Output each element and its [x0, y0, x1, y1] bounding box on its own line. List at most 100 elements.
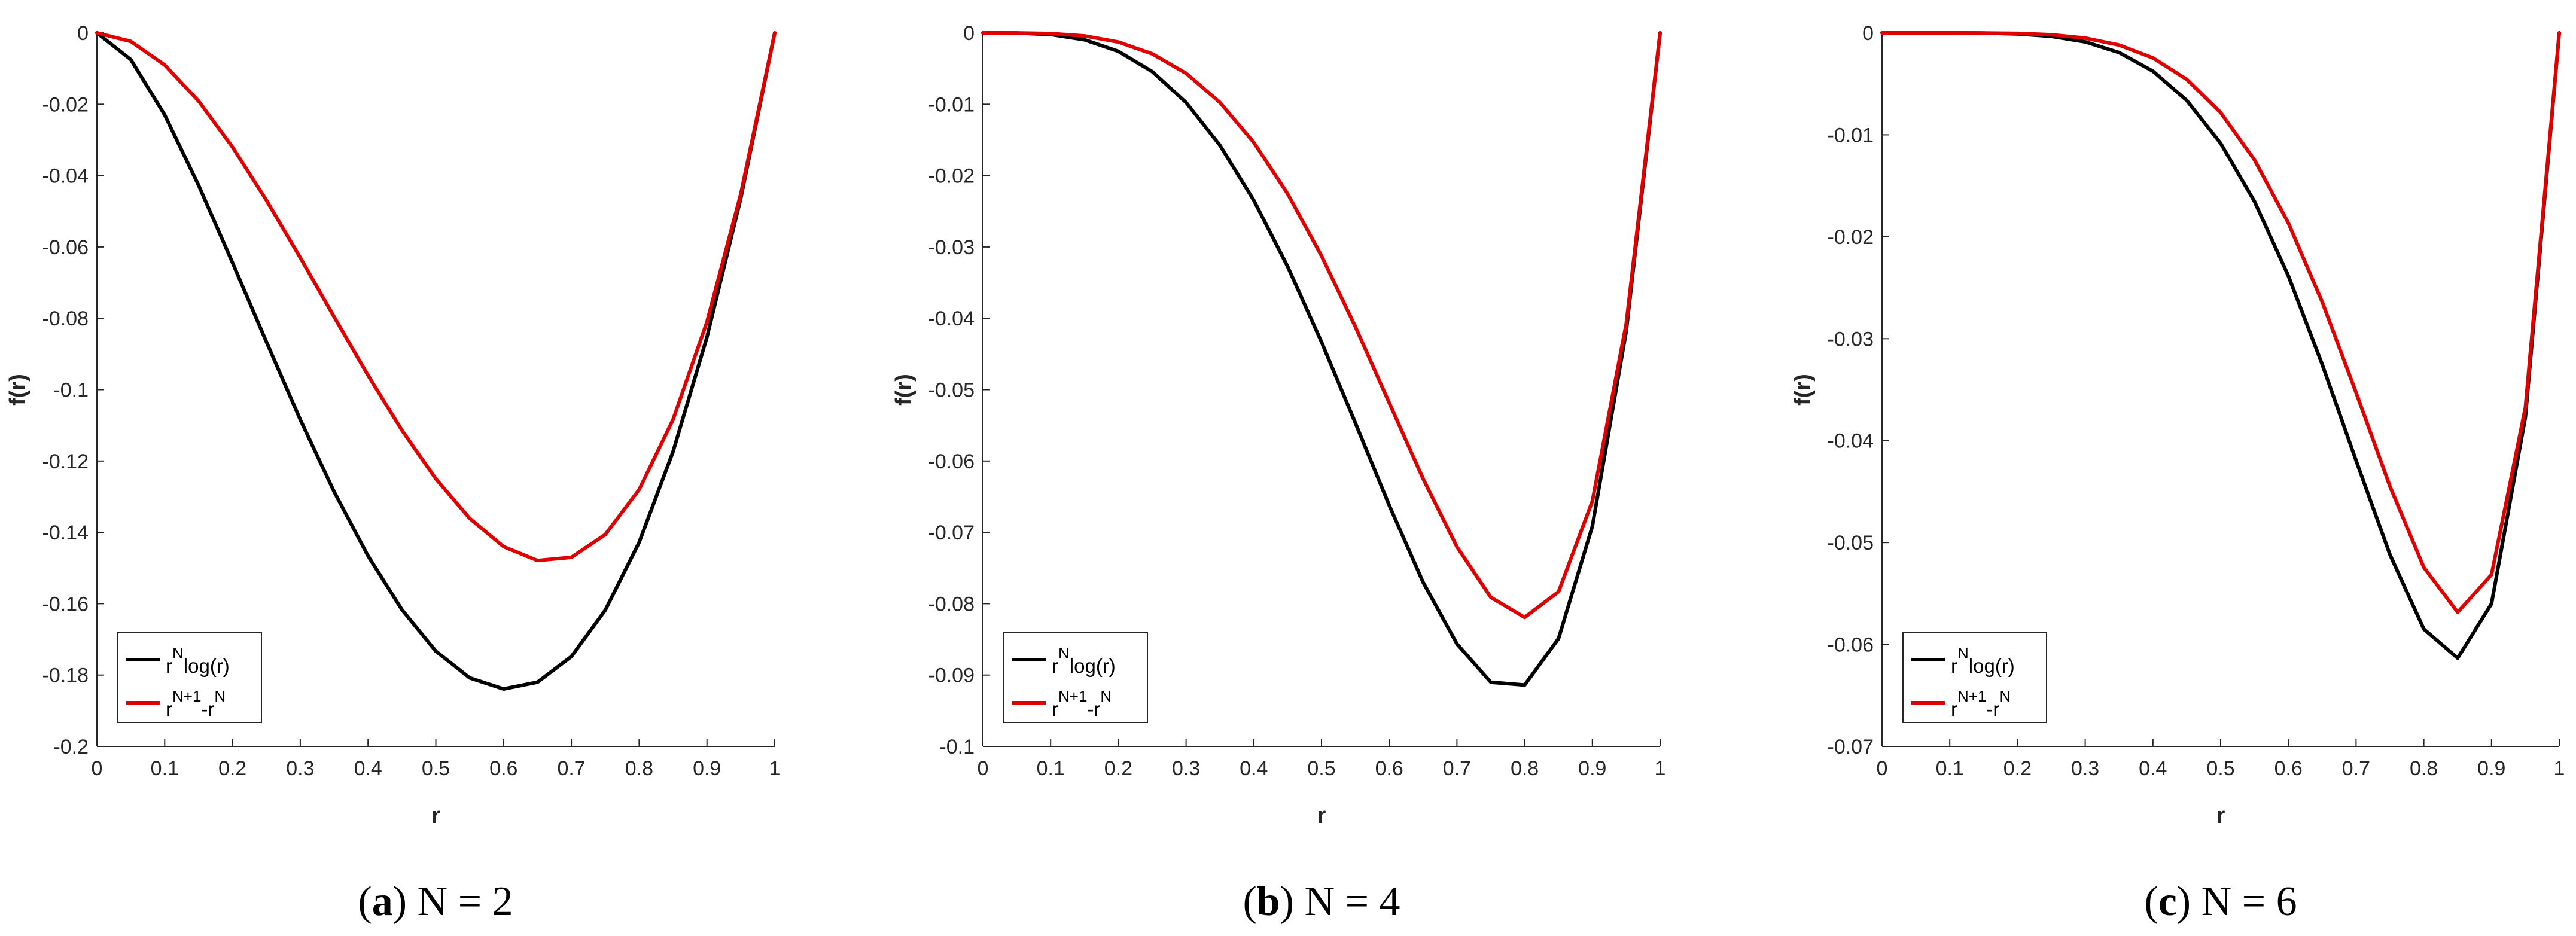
x-tick-label: 0.8 — [625, 757, 653, 780]
y-tick-label: -0.07 — [1828, 736, 1874, 758]
x-tick-label: 0 — [978, 757, 989, 780]
chart-panel-a: 0 0.1 0.2 0.3 0.4 0.5 0.6 0.7 0.8 0.9 1 0 -0.02 -0.04… — [5, 22, 780, 925]
x-tick-label: 0.7 — [557, 757, 585, 780]
legend-mid: -r — [1986, 698, 1999, 720]
legend-base: r — [1951, 698, 1957, 720]
caption-paren-close: ) — [1280, 879, 1305, 925]
x-tick-label: 0.4 — [2139, 757, 2167, 780]
x-tick-label: 0.2 — [218, 757, 246, 780]
legend-sup: N+1 — [1058, 687, 1087, 705]
legend-base: r — [1951, 655, 1957, 677]
x-tick-label: 0.3 — [2071, 757, 2099, 780]
x-tick-label: 0.9 — [693, 757, 721, 780]
legend-rest: log(r) — [1070, 655, 1116, 677]
y-tick-label: -0.06 — [1828, 634, 1874, 657]
legend-sup2: N — [214, 687, 226, 705]
legend-label: rN+1-rN — [1052, 687, 1112, 720]
y-tick-label: -0.2 — [53, 736, 89, 758]
x-tick-label: 0.9 — [2477, 757, 2505, 780]
legend-sup2: N — [1100, 687, 1112, 705]
y-tick-label: -0.02 — [928, 165, 975, 188]
y-tick-label: -0.1 — [939, 736, 975, 758]
series-line-rn1-minus-rn — [981, 31, 1662, 620]
x-tick-label: 0.7 — [2342, 757, 2370, 780]
x-axis-label: r — [431, 803, 440, 828]
caption: (a) N = 2 — [358, 879, 513, 925]
y-axis-label: f(r) — [5, 374, 31, 406]
series-line-rn-log-r — [95, 31, 777, 691]
y-tick-label: 0 — [77, 22, 89, 45]
x-tick-label: 0.1 — [151, 757, 179, 780]
caption-letter: c — [2158, 879, 2177, 925]
y-tick-label: -0.08 — [928, 593, 975, 615]
x-tick-label: 0 — [1877, 757, 1888, 780]
y-tick-label: -0.12 — [42, 450, 89, 473]
y-tick-label: 0 — [1862, 22, 1874, 45]
x-axis-label: r — [2216, 803, 2225, 828]
x-tick-label: 0.3 — [286, 757, 314, 780]
legend: rNlog(r)rN+1-rN — [1902, 632, 2047, 723]
caption-paren-close: ) — [2177, 879, 2202, 925]
x-tick-label: 0.1 — [1936, 757, 1964, 780]
y-tick-label: -0.1 — [53, 379, 89, 402]
x-tick-label: 0.7 — [1443, 757, 1471, 780]
legend-rest: log(r) — [1969, 655, 2015, 677]
x-tick-label: 0 — [92, 757, 103, 780]
legend-base: r — [1052, 655, 1058, 677]
legend-label: rNlog(r) — [1951, 644, 2015, 677]
y-axis-label: f(r) — [891, 374, 916, 406]
y-tick-label: -0.06 — [928, 450, 975, 473]
x-tick-label: 0.8 — [1511, 757, 1539, 780]
y-tick-label: -0.04 — [42, 165, 89, 188]
caption-letter: a — [372, 879, 393, 925]
legend-sup: N — [1058, 644, 1070, 662]
legend-label: rN+1-rN — [166, 687, 226, 720]
caption-paren-open: ( — [358, 879, 372, 925]
y-tick-label: -0.07 — [928, 522, 975, 544]
y-tick-label: -0.16 — [42, 593, 89, 615]
y-tick-label: -0.02 — [42, 93, 89, 116]
legend-sup: N — [1957, 644, 1969, 662]
x-axis-label: r — [1317, 803, 1326, 828]
y-axis-label: f(r) — [1791, 374, 1816, 406]
legend-label: rNlog(r) — [1052, 644, 1116, 677]
x-tick-label: 0.1 — [1037, 757, 1065, 780]
y-tick-label: -0.02 — [1828, 226, 1874, 249]
x-tick-label: 1 — [2554, 757, 2565, 780]
legend: rNlog(r)rN+1-rN — [1003, 632, 1148, 723]
series-line-rn-log-r — [1880, 31, 2561, 660]
y-tick-label: -0.03 — [928, 236, 975, 259]
legend-label: rNlog(r) — [166, 644, 230, 677]
x-tick-label: 1 — [1655, 757, 1666, 780]
series-line-rn1-minus-rn — [95, 31, 777, 563]
legend-sup2: N — [1999, 687, 2011, 705]
legend-rest: log(r) — [184, 655, 230, 677]
y-tick-label: -0.06 — [42, 236, 89, 259]
caption: (b) N = 4 — [1243, 879, 1400, 925]
caption-text: N = 2 — [418, 879, 513, 925]
legend-sup: N — [172, 644, 184, 662]
y-tick-label: -0.08 — [42, 307, 89, 330]
legend-box — [1902, 632, 2047, 723]
legend-box — [1003, 632, 1148, 723]
x-tick-label: 0.5 — [1307, 757, 1335, 780]
x-tick-label: 0.6 — [1375, 757, 1403, 780]
y-tick-label: -0.01 — [1828, 124, 1874, 147]
y-tick-label: -0.01 — [928, 93, 975, 116]
y-tick-label: -0.04 — [928, 307, 975, 330]
x-tick-label: 0.2 — [2003, 757, 2032, 780]
legend-mid: -r — [201, 698, 214, 720]
x-tick-label: 0.6 — [2274, 757, 2303, 780]
x-tick-label: 0.5 — [422, 757, 450, 780]
y-tick-label: -0.09 — [928, 664, 975, 687]
legend-box — [117, 632, 262, 723]
caption-text: N = 6 — [2202, 879, 2297, 925]
legend-base: r — [166, 655, 172, 677]
x-tick-label: 1 — [769, 757, 781, 780]
y-tick-label: -0.05 — [928, 379, 975, 402]
series-line-rn1-minus-rn — [1880, 31, 2561, 614]
legend: rNlog(r)rN+1-rN — [117, 632, 262, 723]
x-tick-label: 0.3 — [1172, 757, 1200, 780]
x-tick-label: 0.5 — [2206, 757, 2234, 780]
